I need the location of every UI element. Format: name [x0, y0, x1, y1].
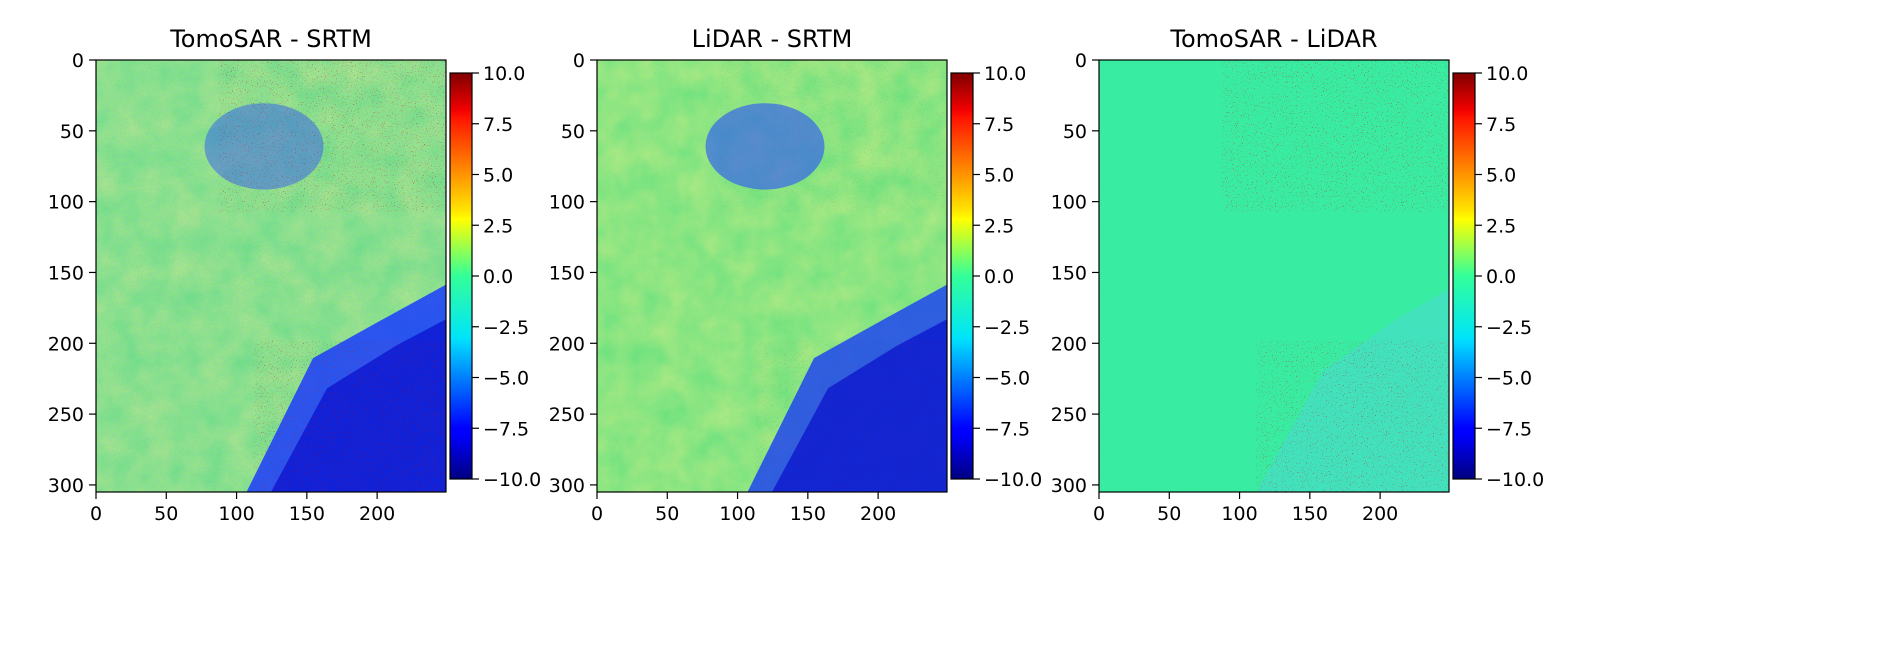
y-tick-label: 0: [72, 50, 84, 72]
y-tick-label: 250: [549, 404, 585, 426]
y-tick-label: 50: [1063, 121, 1087, 143]
y-tick-label: 300: [48, 475, 84, 497]
colorbar-tick-label: 7.5: [483, 114, 513, 136]
heatmap-image: [96, 60, 446, 492]
y-tick-label: 250: [1051, 404, 1087, 426]
colorbar-tick-label: −5.0: [483, 368, 529, 390]
colorbar-tick-label: −7.5: [984, 418, 1030, 440]
y-tick-label: 0: [573, 50, 585, 72]
y-tick-label: 300: [549, 475, 585, 497]
y-tick-label: 50: [561, 121, 585, 143]
colorbar-tick-label: −10.0: [483, 469, 541, 491]
x-tick-label: 100: [1221, 503, 1257, 525]
x-tick-label: 100: [719, 503, 755, 525]
heatmap-image: [597, 60, 947, 492]
axes-frame: [95, 59, 447, 493]
y-tick-label: 0: [1075, 50, 1087, 72]
x-tick-label: 0: [1093, 503, 1105, 525]
y-tick-label: 200: [48, 333, 84, 355]
colorbar: [951, 73, 973, 479]
colorbar-tick-label: −2.5: [1486, 317, 1532, 339]
colorbar-tick-label: 0.0: [1486, 266, 1516, 288]
colorbar-tick-label: 0.0: [483, 266, 513, 288]
colorbar-tick-label: 7.5: [1486, 114, 1516, 136]
x-tick-label: 150: [289, 503, 325, 525]
y-tick-label: 300: [1051, 475, 1087, 497]
x-tick-label: 150: [790, 503, 826, 525]
panel-title: LiDAR - SRTM: [692, 25, 853, 53]
colorbar-tick-label: −2.5: [483, 317, 529, 339]
colorbar-tick-label: 2.5: [483, 215, 513, 237]
panel-title: TomoSAR - LiDAR: [1169, 25, 1377, 53]
colorbar: [450, 73, 472, 479]
colorbar-tick-label: 10.0: [1486, 63, 1528, 85]
colorbar-tick-label: −5.0: [1486, 368, 1532, 390]
x-tick-label: 200: [1362, 503, 1398, 525]
colorbar-tick-label: −5.0: [984, 368, 1030, 390]
colorbar-tick-label: 2.5: [984, 215, 1014, 237]
x-tick-label: 0: [591, 503, 603, 525]
panel-title: TomoSAR - SRTM: [169, 25, 372, 53]
y-tick-label: 100: [549, 192, 585, 214]
colorbar-tick-label: 5.0: [483, 165, 513, 187]
y-tick-label: 250: [48, 404, 84, 426]
panel-2: LiDAR - SRTM 0 50 100 150 200 0 50 100 150 200 250 3…: [549, 25, 1043, 525]
x-tick-label: 50: [1157, 503, 1181, 525]
heatmap-image: [1099, 60, 1449, 492]
colorbar-tick-label: −10.0: [1486, 469, 1544, 491]
x-tick-label: 100: [218, 503, 254, 525]
colorbar-tick-label: 7.5: [984, 114, 1014, 136]
x-tick-label: 150: [1292, 503, 1328, 525]
y-tick-label: 50: [60, 121, 84, 143]
colorbar-tick-label: 5.0: [984, 165, 1014, 187]
colorbar-tick-label: 0.0: [984, 266, 1014, 288]
panel-1: TomoSAR - SRTM 0 50 100 150 200 0 50 100 150 200 25…: [48, 25, 542, 525]
colorbar-tick-label: −7.5: [1486, 418, 1532, 440]
colorbar-tick-label: 10.0: [984, 63, 1026, 85]
axes-frame: [1098, 59, 1450, 493]
colorbar-tick-label: 2.5: [1486, 215, 1516, 237]
panels: TomoSAR - SRTM 0 50 100 150 200 0 50 100 150 200 25…: [48, 25, 1545, 525]
y-tick-label: 200: [1051, 333, 1087, 355]
colorbar-tick-label: −10.0: [984, 469, 1042, 491]
y-tick-label: 200: [549, 333, 585, 355]
axes-frame: [596, 59, 948, 493]
panel-3: TomoSAR - LiDAR 0 50 100 150 200 0 50 100 150 200 2…: [1051, 25, 1545, 525]
x-tick-label: 0: [90, 503, 102, 525]
y-tick-label: 150: [1051, 262, 1087, 284]
y-tick-label: 150: [48, 262, 84, 284]
colorbar: [1453, 73, 1475, 479]
y-tick-label: 100: [48, 192, 84, 214]
y-tick-label: 150: [549, 262, 585, 284]
x-tick-label: 50: [655, 503, 679, 525]
colorbar-tick-label: 5.0: [1486, 165, 1516, 187]
colorbar-tick-label: 10.0: [483, 63, 525, 85]
x-tick-label: 50: [154, 503, 178, 525]
colorbar-tick-label: −7.5: [483, 418, 529, 440]
colorbar-tick-label: −2.5: [984, 317, 1030, 339]
y-tick-label: 100: [1051, 192, 1087, 214]
x-tick-label: 200: [860, 503, 896, 525]
x-tick-label: 200: [359, 503, 395, 525]
